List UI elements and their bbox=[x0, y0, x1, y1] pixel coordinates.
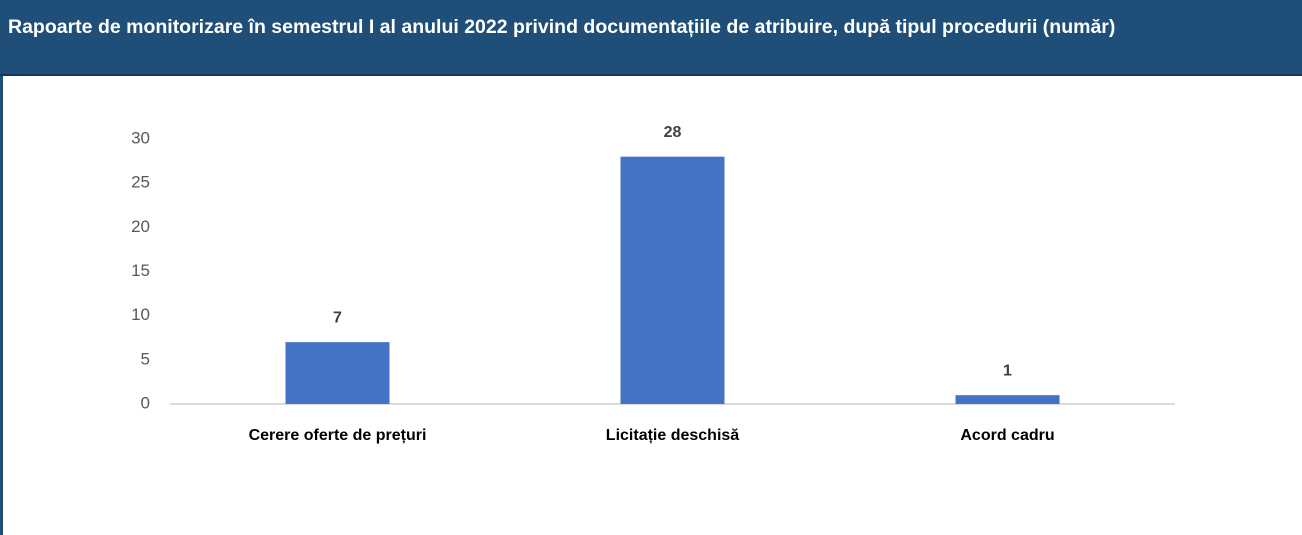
y-tick-label: 30 bbox=[131, 128, 150, 147]
left-border bbox=[0, 76, 3, 535]
bar bbox=[620, 156, 725, 404]
y-tick-label: 0 bbox=[141, 393, 150, 412]
x-tick-label: Licitație deschisă bbox=[606, 427, 739, 444]
data-label: 1 bbox=[1003, 362, 1012, 379]
y-tick-label: 15 bbox=[131, 261, 150, 280]
data-label: 7 bbox=[333, 309, 342, 326]
y-tick-label: 10 bbox=[131, 305, 150, 324]
y-tick-label: 5 bbox=[141, 349, 150, 368]
y-tick-label: 25 bbox=[131, 173, 150, 192]
data-label: 28 bbox=[664, 124, 682, 141]
y-tick-label: 20 bbox=[131, 217, 150, 236]
chart-title: Rapoarte de monitorizare în semestrul I … bbox=[0, 0, 1302, 76]
x-tick-label: Cerere oferte de prețuri bbox=[249, 427, 427, 444]
bar bbox=[955, 395, 1060, 404]
bar bbox=[285, 342, 390, 404]
x-tick-label: Acord cadru bbox=[960, 427, 1054, 444]
